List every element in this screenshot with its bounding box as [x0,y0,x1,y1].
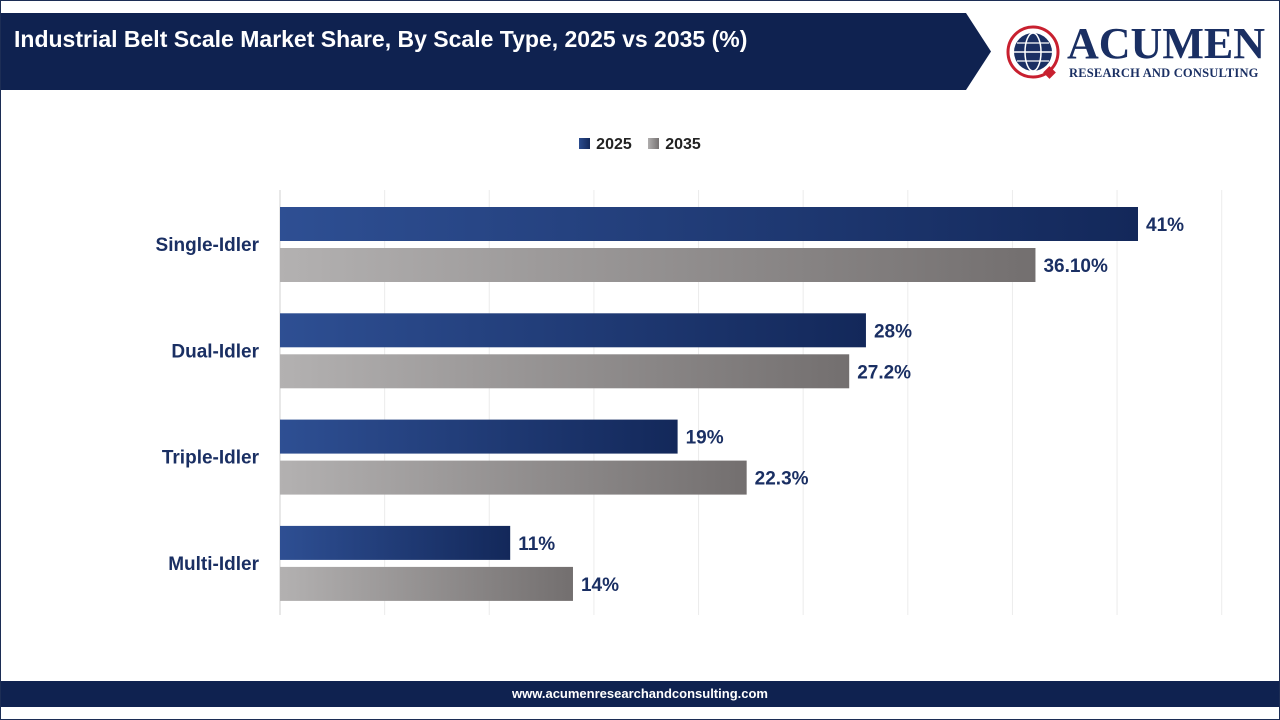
data-label-multi-idler-2035: 14% [581,575,619,596]
legend-label-2035: 2035 [665,136,701,153]
bar-single-idler-2025 [280,207,1138,241]
globe-icon [1006,25,1060,79]
logo-name: ACUMEN [1067,19,1265,68]
footer-bar: www.acumenresearchandconsulting.com [1,681,1279,707]
data-label-multi-idler-2025: 11% [518,534,555,555]
category-label-single-idler: Single-Idler [156,235,260,256]
bar-multi-idler-2035 [280,566,573,601]
footer-url[interactable]: www.acumenresearchandconsulting.com [512,686,768,701]
bar-single-idler-2035 [280,248,1036,282]
company-logo: ACUMEN RESEARCH AND CONSULTING [1003,19,1265,84]
bar-multi-idler-2025 [280,525,511,560]
data-label-dual-idler-2025: 28% [874,321,912,342]
chart-legend: 2025 2035 [0,136,1280,154]
title-banner [1,13,991,90]
logo-tagline: RESEARCH AND CONSULTING [1069,66,1259,80]
data-label-dual-idler-2035: 27.2% [857,362,911,383]
bars: Single-Idler 41% 36.10% Dual-Idler 28% 27.2% T… [156,207,1184,601]
data-label-triple-idler-2025: 19% [686,428,724,449]
chart-title: Industrial Belt Scale Market Share, By S… [14,26,748,52]
category-label-dual-idler: Dual-Idler [171,341,259,362]
data-label-single-idler-2025: 41% [1146,215,1184,236]
bar-dual-idler-2035 [280,354,850,389]
legend-item-2035: 2035 [648,136,701,154]
legend-swatch-2035 [648,138,660,149]
category-label-multi-idler: Multi-Idler [168,554,259,575]
data-label-single-idler-2035: 36.10% [1043,256,1108,277]
data-label-triple-idler-2035: 22.3% [755,469,809,490]
bar-triple-idler-2035 [280,460,747,495]
category-label-triple-idler: Triple-Idler [162,448,260,469]
legend-label-2025: 2025 [596,136,632,153]
legend-swatch-2025 [579,138,591,149]
bar-dual-idler-2025 [280,313,866,348]
bar-triple-idler-2025 [280,419,678,454]
legend-item-2025: 2025 [579,136,632,154]
